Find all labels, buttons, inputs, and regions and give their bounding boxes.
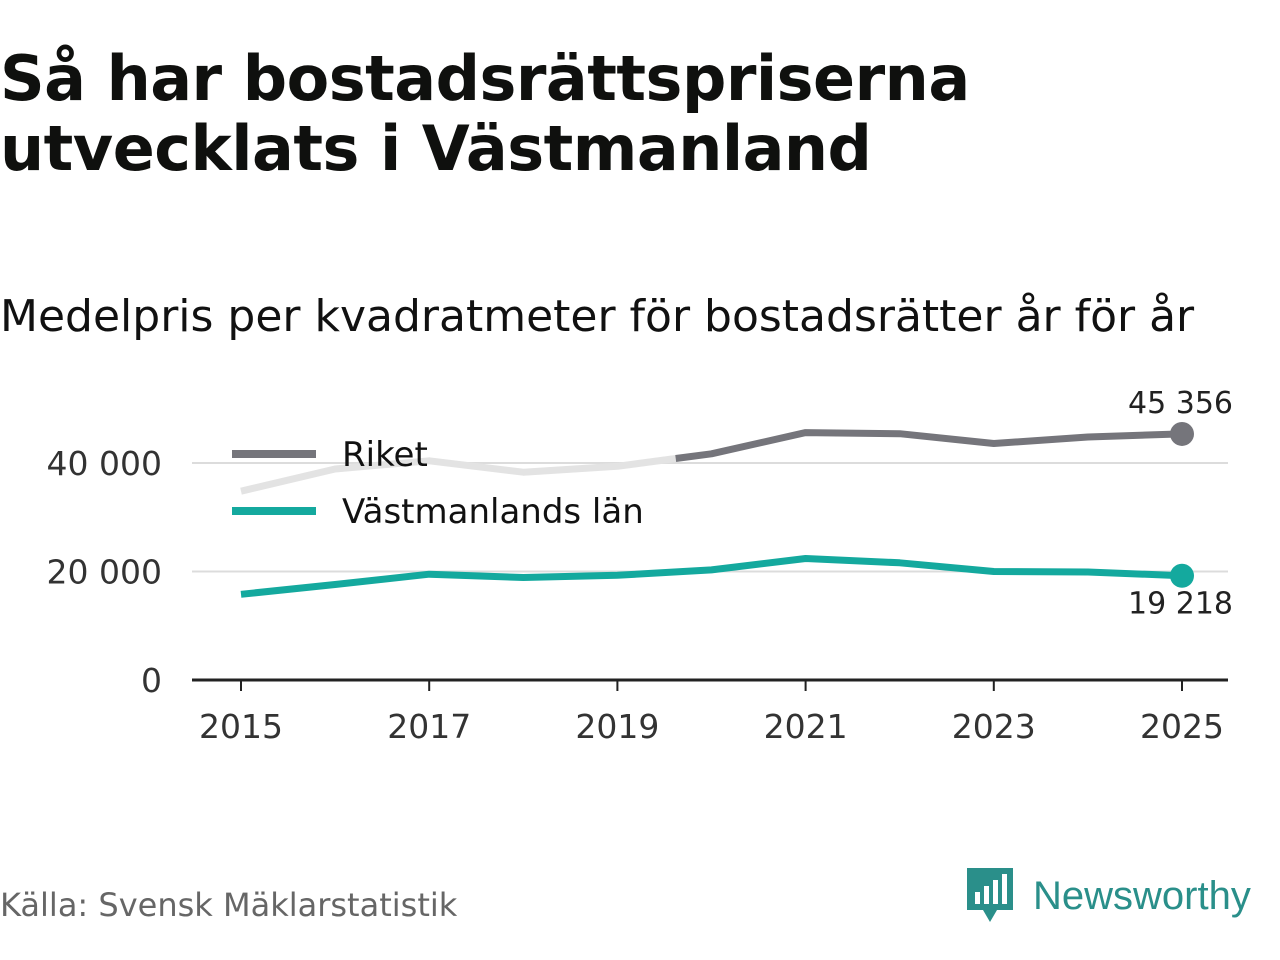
end-label-riket: 45 356 — [1128, 386, 1233, 421]
x-tick-label: 2025 — [1140, 707, 1224, 746]
brand-name: Newsworthy — [1033, 873, 1251, 918]
newsworthy-logo-icon — [967, 868, 1013, 922]
x-tick-label: 2015 — [199, 707, 283, 746]
end-label-vastmanland: 19 218 — [1128, 587, 1233, 622]
chart-subtitle: Medelpris per kvadratmeter för bostadsrä… — [0, 291, 1195, 342]
y-tick-label: 40 000 — [47, 444, 162, 483]
y-axis: 0 20 000 40 000 — [47, 444, 162, 700]
series-line-vastmanland — [240, 555, 1183, 598]
x-tick-label: 2021 — [764, 707, 848, 746]
series-line-riket — [675, 429, 1183, 462]
legend-item-riket-label: Riket — [342, 435, 428, 475]
y-tick-label: 20 000 — [47, 553, 162, 592]
x-tick-label: 2023 — [952, 707, 1036, 746]
end-point-riket — [1170, 421, 1194, 446]
y-tick-label: 0 — [141, 661, 162, 700]
chart-title: Så har bostadsrättspriserna utvecklats i… — [0, 42, 970, 185]
end-point-vastmanland — [1170, 563, 1194, 588]
source-note: Källa: Svensk Mäklarstatistik — [0, 886, 458, 924]
series-group — [240, 421, 1194, 598]
data-labels: 45 356 19 218 — [1128, 386, 1233, 622]
x-tick-label: 2017 — [387, 707, 471, 746]
x-tick-label: 2019 — [575, 707, 659, 746]
line-chart: 0 20 000 40 000 2015 2017 2019 2021 2023 2025 R… — [47, 386, 1233, 746]
brand-logo: Newsworthy — [965, 866, 1251, 926]
legend-item-vastmanland-label: Västmanlands län — [342, 492, 644, 532]
legend: Riket Västmanlands län — [232, 435, 644, 532]
x-axis: 2015 2017 2019 2021 2023 2025 — [192, 678, 1228, 746]
series-line-riket-faded — [240, 455, 677, 495]
